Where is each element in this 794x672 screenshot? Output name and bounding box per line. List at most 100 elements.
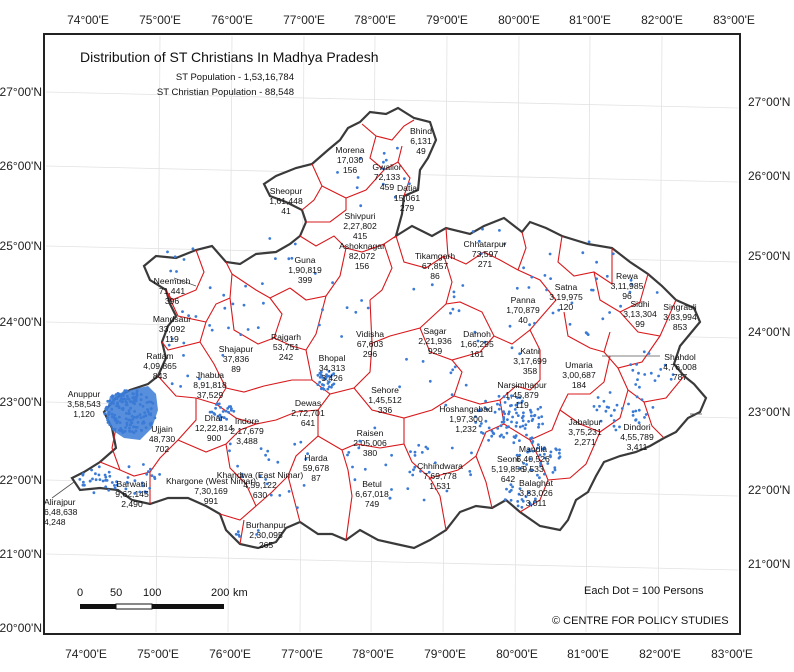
- population-dot: [108, 474, 112, 478]
- population-dot: [529, 437, 532, 440]
- district-name: Shajapur: [219, 344, 254, 354]
- population-dot: [108, 399, 112, 403]
- population-dot: [127, 411, 131, 415]
- district-st-christian-population: 279: [400, 203, 415, 213]
- population-dot: [510, 404, 513, 407]
- district-name: Burhanpur: [246, 520, 286, 530]
- population-dot: [327, 385, 331, 389]
- population-dot: [516, 504, 520, 508]
- population-dot: [671, 373, 675, 376]
- population-dot: [398, 385, 401, 389]
- population-dot: [409, 450, 412, 453]
- population-dot: [511, 415, 514, 419]
- population-dot: [134, 397, 138, 400]
- population-dot: [644, 413, 648, 416]
- population-dot: [83, 483, 86, 487]
- district-name: Tikamgarh: [415, 251, 455, 261]
- population-dot: [353, 478, 357, 482]
- population-dot: [242, 303, 246, 307]
- population-dot: [474, 415, 477, 418]
- district-st-population: 4,76,008: [663, 362, 697, 372]
- population-dot: [598, 404, 601, 408]
- population-dot: [464, 383, 468, 387]
- population-dot: [476, 339, 480, 343]
- population-dot: [112, 402, 115, 405]
- population-dot: [396, 146, 399, 150]
- district-st-population: 48,730: [149, 434, 176, 444]
- population-dot: [524, 495, 528, 498]
- district-name: Sehore: [371, 385, 399, 395]
- population-dot: [453, 365, 457, 369]
- population-dot: [149, 407, 153, 411]
- district-st-christian-population: 96: [622, 291, 632, 301]
- population-dot: [518, 453, 522, 457]
- latitude-label-left: 24°00'N: [0, 315, 42, 329]
- population-dot: [599, 419, 603, 423]
- population-dot: [219, 406, 222, 409]
- population-dot: [104, 407, 108, 411]
- district-st-christian-population: 843: [153, 371, 168, 381]
- population-dot: [536, 446, 539, 450]
- population-dot: [262, 301, 265, 305]
- district-name: Chhindwara: [417, 461, 463, 471]
- population-dot: [480, 422, 483, 425]
- population-dot: [302, 484, 306, 487]
- district-name: Sheopur: [270, 186, 303, 196]
- district-name: Balaghat: [519, 478, 554, 488]
- population-dot: [408, 182, 411, 186]
- district-name: Shivpuri: [344, 211, 375, 221]
- population-dot: [120, 397, 124, 401]
- population-dot: [382, 160, 385, 164]
- district-name: Raisen: [357, 428, 384, 438]
- population-dot: [507, 397, 510, 401]
- population-dot: [78, 478, 82, 481]
- population-dot: [221, 410, 225, 413]
- population-dot: [631, 410, 635, 414]
- population-dot: [570, 301, 574, 305]
- district-st-christian-population: 9,533: [522, 464, 544, 474]
- population-dot: [469, 473, 472, 477]
- population-dot: [619, 304, 622, 308]
- population-dot: [421, 360, 425, 363]
- population-dot: [132, 392, 135, 396]
- population-dot: [256, 529, 260, 532]
- population-dot: [131, 418, 135, 421]
- district-st-population: 4,55,789: [620, 432, 654, 442]
- population-dot: [133, 402, 137, 406]
- map-title: Distribution of ST Christians In Madhya …: [80, 49, 379, 65]
- population-dot: [128, 426, 131, 430]
- population-dot: [132, 399, 136, 403]
- population-dot: [360, 299, 363, 302]
- population-dot: [331, 281, 334, 285]
- population-dot: [558, 455, 562, 459]
- district-st-christian-population: 41: [281, 206, 291, 216]
- population-dot: [525, 463, 528, 466]
- population-dot: [187, 314, 191, 317]
- population-dot: [503, 401, 507, 404]
- population-dot: [118, 399, 122, 403]
- district-name: Neemuch: [154, 276, 191, 286]
- population-dot: [509, 488, 513, 492]
- population-dot: [316, 383, 320, 386]
- population-dot: [611, 252, 615, 256]
- population-dot: [118, 421, 122, 424]
- population-dot: [113, 484, 116, 487]
- district-st-christian-population: 2,490: [121, 499, 143, 509]
- district-st-population: 2,21,936: [418, 336, 452, 346]
- population-dot: [231, 302, 235, 306]
- population-dot: [326, 387, 330, 391]
- population-dot: [116, 420, 120, 423]
- population-dot: [596, 396, 600, 399]
- population-dot: [470, 451, 473, 455]
- population-dot: [517, 401, 520, 405]
- population-dot: [516, 396, 519, 400]
- population-dot: [227, 405, 231, 408]
- district-st-christian-population: 642: [501, 474, 516, 484]
- population-dot: [605, 274, 609, 278]
- district-name: Khandwa (East Nimar): [217, 470, 304, 480]
- population-dot: [132, 425, 135, 429]
- population-dot: [175, 270, 178, 273]
